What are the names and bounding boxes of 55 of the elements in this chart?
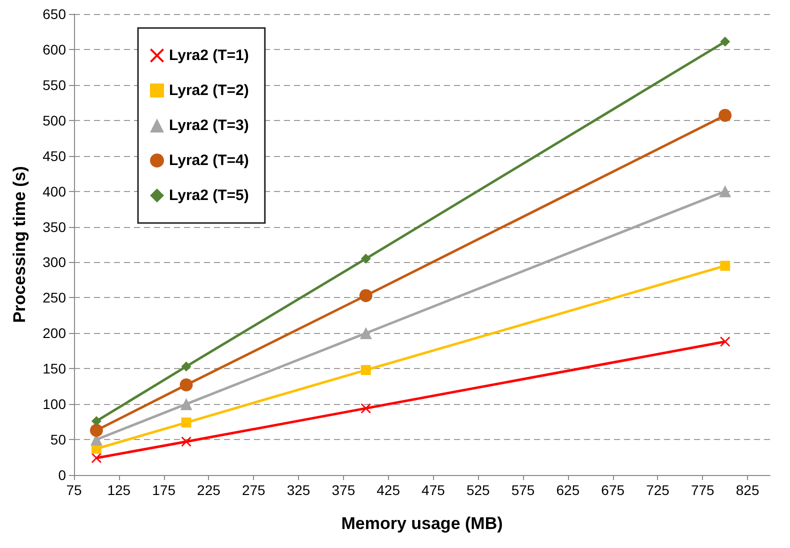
point: [360, 254, 371, 264]
x-tick-label: 175: [152, 482, 176, 498]
x-tick-label: 225: [197, 482, 221, 498]
y-tick-label: 150: [42, 360, 66, 377]
point: [718, 108, 732, 122]
x-tick-label: 425: [376, 482, 400, 498]
point: [719, 185, 732, 198]
y-tick-label: 350: [42, 218, 66, 235]
point: [360, 365, 371, 376]
x-tick-label: 775: [690, 482, 715, 498]
point: [91, 416, 102, 426]
x-tick-label: 475: [422, 482, 446, 498]
legend-label: Lyra2 (T=4): [169, 152, 249, 169]
x-tick-label: 525: [466, 482, 490, 498]
x-tick-label: 725: [646, 482, 670, 498]
y-tick-label: 50: [50, 432, 66, 448]
point: [720, 36, 730, 47]
point: [720, 260, 730, 271]
y-tick-label: 550: [42, 76, 66, 93]
point: [181, 436, 192, 447]
x-tick-label: 325: [286, 482, 310, 498]
x-tick-label: 825: [736, 482, 760, 498]
y-tick-label: 300: [42, 254, 66, 270]
point: [181, 418, 192, 428]
legend-label: Lyra2 (T=2): [169, 82, 249, 99]
point: [720, 336, 730, 347]
x-axis-title: Memory usage (MB): [341, 514, 503, 533]
point: [181, 361, 192, 372]
y-tick-label: 650: [42, 6, 66, 22]
y-tick-label: 400: [42, 183, 66, 200]
x-tick-label: 75: [66, 482, 82, 498]
x-tick-label: 375: [332, 482, 356, 498]
point: [180, 398, 192, 410]
y-tick-label: 0: [58, 467, 66, 483]
legend-label: Lyra2 (T=3): [169, 117, 249, 134]
y-tick-label: 600: [42, 41, 66, 58]
x-tick-label: 575: [511, 482, 535, 498]
x-tick-label: 125: [107, 482, 131, 498]
x-tick-label: 275: [242, 482, 266, 498]
y-tick-label: 500: [42, 112, 66, 128]
y-tick-label: 250: [42, 290, 66, 306]
point: [90, 424, 103, 437]
legend-label: Lyra2 (T=1): [169, 47, 249, 64]
point: [359, 289, 372, 302]
point: [180, 378, 193, 392]
y-tick-label: 200: [42, 325, 66, 342]
y-tick-label: 100: [42, 396, 66, 412]
x-tick-label: 625: [556, 482, 580, 498]
legend-label: Lyra2 (T=5): [169, 187, 249, 204]
y-tick-label: 450: [42, 148, 66, 164]
point: [360, 403, 371, 414]
point: [91, 452, 102, 463]
y-axis-title: Processing time (s): [10, 166, 29, 323]
point: [360, 327, 372, 340]
x-tick-label: 675: [601, 482, 625, 498]
